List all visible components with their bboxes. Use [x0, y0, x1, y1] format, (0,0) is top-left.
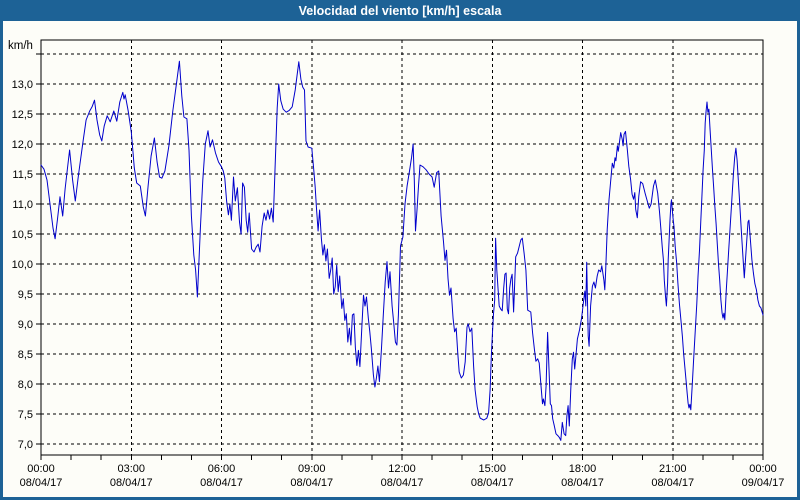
x-axis-time-label: 06:00: [208, 463, 236, 475]
x-axis-date-label: 08/04/17: [471, 477, 514, 489]
x-axis-date-label: 08/04/17: [290, 477, 333, 489]
x-axis-time-label: 00:00: [27, 463, 55, 475]
x-axis-time-label: 03:00: [117, 463, 145, 475]
y-axis-unit-label: km/h: [8, 40, 33, 52]
wind-speed-line: [40, 60, 764, 441]
y-axis-label: 9,5: [18, 289, 33, 301]
x-axis-time-label: 12:00: [388, 463, 416, 475]
x-axis-date-label: 08/04/17: [381, 477, 424, 489]
y-axis-label: 13,0: [12, 79, 33, 91]
y-axis-label: 12,5: [12, 109, 33, 121]
y-axis-label: 9,0: [18, 319, 33, 331]
x-axis-date-label: 08/04/17: [200, 477, 243, 489]
x-axis-time-label: 09:00: [298, 463, 326, 475]
x-axis-date-label: 08/04/17: [20, 477, 63, 489]
y-axis-label: 7,5: [18, 409, 33, 421]
window-title: Velocidad del viento [km/h] escala: [298, 3, 502, 18]
x-axis-time-label: 00:00: [749, 463, 777, 475]
y-axis-label: 10,0: [12, 259, 33, 271]
y-axis-label: 10,5: [12, 229, 33, 241]
y-axis-label: 11,5: [12, 169, 33, 181]
y-axis-label: 8,0: [18, 379, 33, 391]
x-axis-date-label: 08/04/17: [561, 477, 604, 489]
y-axis-label: 8,5: [18, 349, 33, 361]
y-axis-label: 12,0: [12, 139, 33, 151]
x-axis-time-label: 18:00: [569, 463, 597, 475]
y-axis-label: 7,0: [18, 439, 33, 451]
x-axis-date-label: 08/04/17: [110, 477, 153, 489]
y-axis-label: 11,0: [12, 199, 33, 211]
x-axis-date-label: 08/04/17: [651, 477, 694, 489]
x-axis-time-label: 21:00: [659, 463, 687, 475]
x-axis-date-label: 09/04/17: [742, 477, 785, 489]
x-axis-time-label: 15:00: [478, 463, 506, 475]
title-bar: Velocidad del viento [km/h] escala: [0, 0, 800, 21]
plot-border: [40, 39, 764, 456]
